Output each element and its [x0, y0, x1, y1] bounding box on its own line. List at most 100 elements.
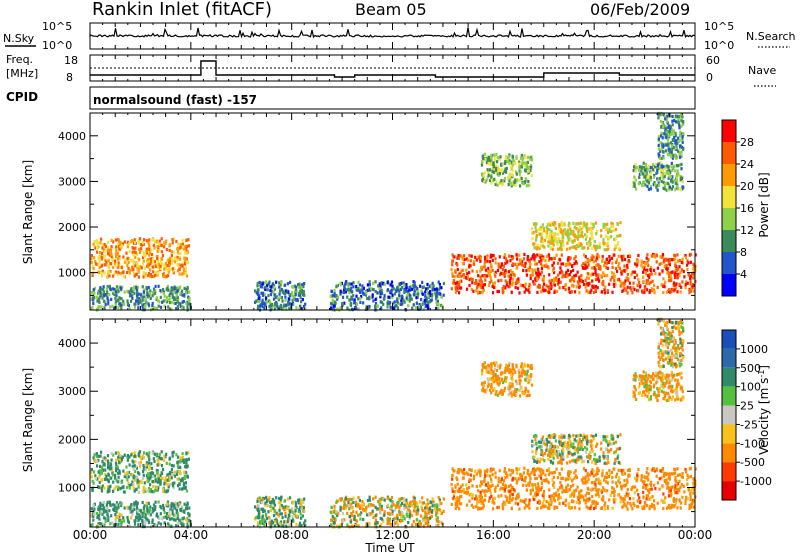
- velocity-cell-r0: [96, 459, 99, 464]
- power-cell-r3: [406, 298, 409, 302]
- velocity-cell-r0: [148, 451, 151, 455]
- velocity-cell-r0: [178, 487, 181, 491]
- power-cell-r4: [622, 284, 625, 288]
- velocity-cell-r0: [147, 487, 151, 491]
- power-cell-r7: [671, 185, 674, 189]
- power-cell-r1: [137, 302, 140, 306]
- velocity-cell-r4: [555, 467, 558, 471]
- velocity-cell-r3: [355, 519, 359, 523]
- power-cell-r5: [516, 178, 519, 182]
- velocity-cell-r1: [111, 521, 114, 525]
- power-cell-r8: [662, 150, 665, 154]
- velocity-cell-r0: [133, 464, 136, 468]
- power-cell-r1: [173, 301, 176, 305]
- velocity-cell-r0: [185, 452, 188, 456]
- velocity-cell-r0: [170, 476, 173, 480]
- power-cell-r7: [665, 164, 668, 168]
- power-cell-r1: [138, 298, 142, 302]
- power-cell-r5: [493, 158, 496, 162]
- power-cell-r4: [621, 256, 624, 260]
- power-cell-r4: [597, 273, 600, 277]
- power-cell-r7: [668, 168, 671, 172]
- power-cell-r5: [519, 184, 522, 188]
- velocity-cell-r4: [634, 485, 637, 489]
- power-cell-r4: [528, 282, 531, 287]
- velocity-cell-r3: [353, 514, 356, 518]
- power-cell-r4: [570, 284, 573, 288]
- velocity-cell-r3: [425, 514, 428, 518]
- power-cell-r1: [171, 293, 174, 297]
- velocity-cell-r1: [98, 511, 101, 515]
- power-cell-r6: [572, 233, 575, 237]
- velocity-cell-r0: [133, 489, 136, 493]
- power-cell-r4: [474, 255, 477, 259]
- power-cell-r4: [456, 288, 459, 293]
- power-cell-r2: [286, 282, 289, 286]
- power-cell-r1: [136, 285, 139, 290]
- power-cell-r4: [538, 260, 541, 264]
- power-cell-r2: [276, 296, 279, 300]
- velocity-cell-r1: [154, 505, 157, 509]
- power-cell-r0: [185, 274, 189, 278]
- velocity-cell-r3: [440, 501, 443, 506]
- velocity-cell-r1: [91, 522, 94, 527]
- power-cell-r2: [278, 292, 281, 296]
- power-cell-r3: [396, 300, 399, 304]
- power-cell-r4: [670, 289, 673, 294]
- power-cell-r0: [107, 248, 110, 252]
- velocity-cell-r1: [141, 500, 144, 505]
- power-cell-r5: [522, 161, 525, 166]
- velocity-cell-r3: [436, 511, 439, 515]
- power-cell-r5: [515, 180, 518, 184]
- power-cell-r6: [573, 239, 576, 243]
- power-cell-r0: [131, 259, 134, 263]
- power-cell-r7: [667, 183, 670, 187]
- power-cell-r3: [333, 294, 336, 298]
- power-cell-r4: [494, 261, 497, 265]
- power-cell-r3: [366, 288, 369, 292]
- power-cell-r1: [171, 296, 174, 300]
- power-cell-r6: [560, 248, 563, 252]
- power-cell-r6: [538, 246, 541, 250]
- velocity-cell-r0: [156, 480, 160, 484]
- velocity-cell-r4: [479, 490, 482, 494]
- power-cell-r4: [523, 264, 526, 268]
- velocity-cell-r2: [296, 514, 299, 518]
- velocity-cell-r3: [351, 524, 354, 528]
- power-cell-r1: [178, 286, 181, 291]
- velocity-cell-r1: [183, 509, 186, 513]
- power-cell-r4: [591, 284, 594, 288]
- power-cell-r5: [503, 177, 507, 181]
- velocity-cell-r0: [149, 471, 152, 475]
- power-cell-r0: [139, 250, 142, 255]
- velocity-cell-r3: [343, 504, 346, 508]
- velocity-cell-r3: [420, 507, 424, 511]
- power-cell-r3: [434, 294, 438, 298]
- power-cell-r2: [269, 289, 272, 293]
- power-cell-r4: [528, 269, 531, 273]
- power-cell-r7: [662, 186, 665, 190]
- velocity-cell-r2: [299, 512, 302, 516]
- power-cell-r4: [646, 288, 649, 292]
- power-cell-r0: [108, 251, 111, 255]
- power-cell-r8: [677, 120, 680, 124]
- power-cell-r0: [107, 264, 110, 268]
- velocity-cell-r0: [140, 460, 143, 464]
- velocity-cell-r0: [101, 456, 104, 460]
- noise-right-label: N.Search: [746, 30, 796, 43]
- power-cell-r6: [537, 228, 541, 232]
- power-cell-r4: [656, 266, 659, 270]
- velocity-cell-r3: [380, 507, 384, 511]
- power-cell-r4: [465, 268, 468, 272]
- velocity-cell-r3: [344, 506, 347, 510]
- power-cell-r6: [569, 227, 572, 231]
- velocity-cell-r0: [90, 475, 93, 479]
- power-cell-r4: [480, 280, 484, 284]
- velocity-cell-r4: [636, 488, 639, 492]
- velocity-cell-r3: [366, 498, 369, 503]
- power-cell-r4: [490, 279, 493, 283]
- power-cell-r0: [126, 270, 129, 275]
- power-cell-r4: [590, 256, 593, 260]
- power-cell-r3: [352, 285, 355, 289]
- power-cell-r0: [148, 263, 151, 267]
